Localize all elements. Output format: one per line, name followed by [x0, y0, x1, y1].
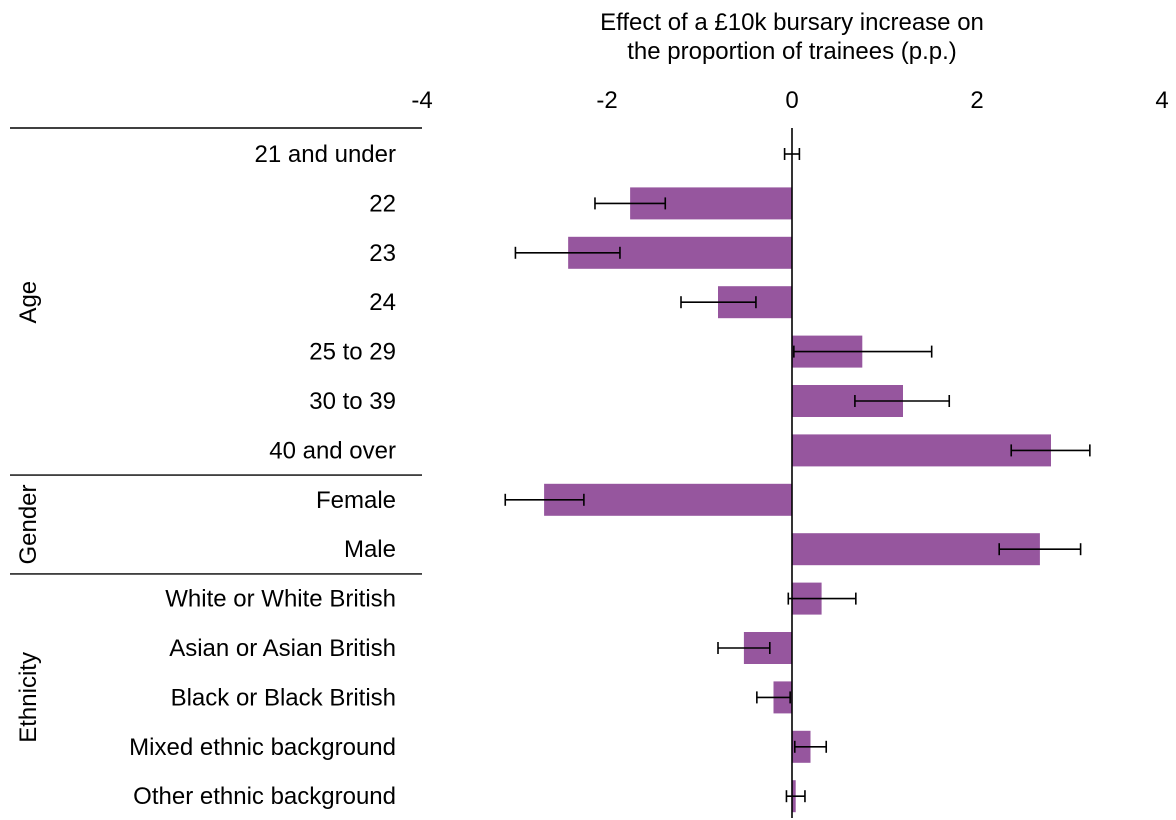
error-bar	[785, 790, 806, 803]
x-tick-label: 0	[785, 87, 798, 114]
error-bar	[514, 246, 621, 259]
error-bar	[787, 592, 857, 605]
error-bar	[793, 345, 933, 358]
x-tick-label: 4	[1155, 87, 1168, 114]
category-label: 23	[369, 240, 396, 267]
category-label: 22	[369, 190, 396, 217]
error-bar	[1010, 444, 1091, 457]
chart-title: Effect of a £10k bursary increase onthe …	[600, 9, 984, 65]
x-tick-label: -2	[596, 87, 617, 114]
group-labels: Age Gender Ethnicity	[10, 127, 422, 743]
group-label: Gender	[15, 484, 42, 564]
category-label: 30 to 39	[309, 388, 396, 415]
category-label: 25 to 29	[309, 339, 396, 366]
category-labels: 21 and under 22 23 24 25 to 29 30 to 39 40 and…	[129, 141, 396, 810]
category-label: Male	[344, 536, 396, 563]
category-label: 40 and over	[269, 437, 396, 464]
chart-title-line: Effect of a £10k bursary increase on	[600, 9, 984, 36]
error-bar	[756, 691, 791, 704]
bar	[792, 434, 1051, 467]
bar	[544, 483, 792, 516]
error-bar	[854, 395, 951, 407]
category-label: Other ethnic background	[133, 783, 396, 810]
x-axis: -4 -2 0 2 4	[411, 87, 1168, 114]
x-tick-label: 2	[970, 87, 983, 114]
category-label: White or White British	[165, 586, 396, 613]
error-bar	[998, 543, 1082, 556]
category-label: Female	[316, 487, 396, 514]
error-bar	[717, 642, 771, 654]
group-label: Ethnicity	[15, 652, 42, 743]
error-bar	[680, 296, 757, 309]
chart-title-line: the proportion of trainees (p.p.)	[627, 38, 957, 65]
error-bar	[504, 493, 585, 506]
category-label: 21 and under	[255, 141, 396, 168]
error-bars	[504, 148, 1091, 803]
x-tick-label: -4	[411, 87, 432, 114]
bars	[544, 138, 1051, 813]
error-bar	[793, 740, 828, 753]
error-bar	[594, 197, 667, 210]
category-label: 24	[369, 289, 396, 316]
category-label: Black or Black British	[171, 684, 396, 711]
category-label: Mixed ethnic background	[129, 734, 396, 761]
group-label: Age	[15, 281, 42, 324]
category-label: Asian or Asian British	[169, 635, 396, 662]
